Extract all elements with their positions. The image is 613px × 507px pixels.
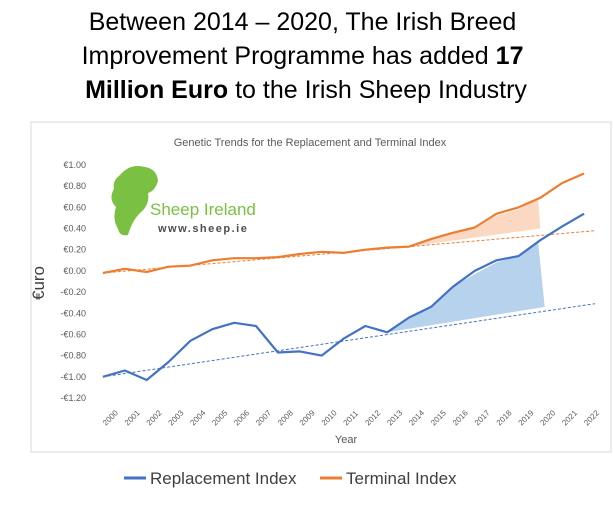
y-tick-label: €0.20: [63, 245, 86, 255]
y-tick-label: €0.60: [63, 202, 86, 212]
headline-line: Improvement Programme has added 17: [82, 42, 524, 70]
y-tick-label: -€0.80: [60, 351, 86, 361]
logo-name: Sheep Ireland: [150, 200, 256, 219]
headline-text: Improvement Programme has added: [82, 42, 489, 70]
logo-url: www.sheep.ie: [157, 223, 248, 235]
y-axis-label: €uro: [29, 266, 48, 300]
headline: Between 2014 – 2020, The Irish Breed Imp…: [82, 8, 531, 104]
logo: Sheep Ireland www.sheep.ie: [111, 166, 256, 236]
y-tick-label: €0.40: [63, 224, 86, 234]
y-tick-label: €0.00: [63, 266, 86, 276]
y-tick-label: -€0.20: [60, 287, 86, 297]
y-tick-label: -€0.40: [60, 308, 86, 318]
headline-line: Million Euro to the Irish Sheep Industry: [85, 76, 527, 104]
headline-bold: Million Euro: [85, 76, 228, 104]
headline-line: Between 2014 – 2020, The Irish Breed: [89, 8, 517, 36]
shaded-area: [409, 198, 541, 247]
y-tick-label: -€1.00: [60, 372, 86, 382]
chart-title: Genetic Trends for the Replacement and T…: [174, 137, 447, 149]
y-tick-label: €1.00: [63, 160, 86, 170]
legend-label: Terminal Index: [346, 469, 457, 488]
headline-bold: 17: [496, 42, 524, 70]
data-line: [102, 212, 585, 382]
logo-shape: [111, 166, 158, 236]
y-tick-label: €0.80: [63, 181, 86, 191]
y-tick-label: -€0.60: [60, 329, 86, 339]
headline-text: to the Irish Sheep Industry: [235, 76, 527, 104]
y-tick-label: -€1.20: [60, 393, 86, 403]
trend-line: [102, 303, 596, 378]
data-line: [102, 172, 585, 275]
legend-label: Replacement Index: [150, 469, 297, 488]
x-axis-label: Year: [335, 434, 358, 446]
